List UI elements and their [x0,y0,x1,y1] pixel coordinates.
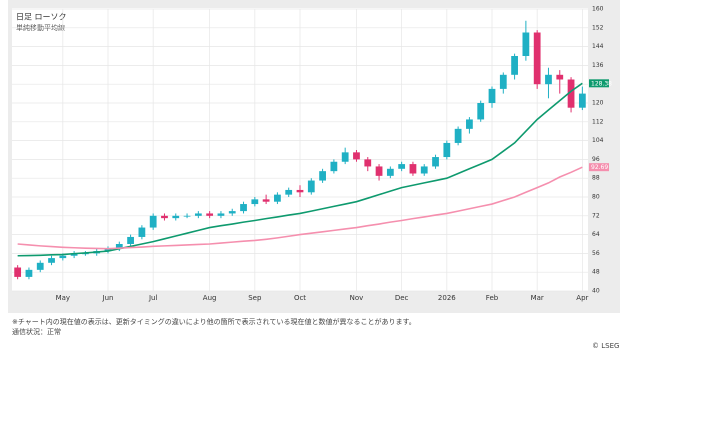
candle-body [59,255,67,259]
candle-body [115,244,123,249]
x-tick-label: 2026 [438,294,456,302]
candle-body [82,253,89,255]
y-tick-label: 96 [592,156,600,163]
candle-body [353,152,360,160]
candle-body [330,161,338,172]
x-tick-label: Nov [350,294,364,302]
candle-body [466,119,473,129]
candle-body [262,199,270,202]
candle-body [409,164,417,174]
chart-title: 日足 ローソク [16,13,67,22]
candle-body [228,211,236,214]
y-tick-label: 88 [592,175,600,182]
candle-body [443,142,451,158]
candle-body [420,166,428,174]
candle-body [386,168,394,176]
y-tick-label: 40 [592,288,600,295]
candle-body [545,74,552,85]
moving-average-line [17,82,583,257]
candle-body [149,215,157,228]
footnote: ※チャート内の現在値の表示は、更新タイミングの違いにより他の箇所で表示されている… [12,318,416,326]
candle-body [319,171,326,181]
y-tick-label: 136 [592,62,604,69]
candle-body [127,236,134,244]
candle-body [341,152,349,162]
candle-body [285,189,293,195]
candle-body [522,32,530,56]
candle-body [240,204,247,212]
candle-body [36,262,44,270]
y-tick-label: 80 [592,194,600,201]
candle-body [206,213,214,216]
candle-body [194,213,202,216]
candle-body [307,180,315,193]
candle-body [296,189,304,193]
candle-body [70,253,78,256]
y-tick-label: 48 [592,269,600,276]
candle-body [499,74,507,89]
candle-body [138,227,146,237]
y-tick-label: 64 [592,231,600,238]
x-tick-label: Apr [576,294,588,302]
last-value-tag [589,163,609,172]
candle-body [511,56,518,75]
x-tick-label: Oct [294,294,306,302]
candle-body [217,213,225,216]
y-tick-label: 120 [592,100,604,107]
candle-body [578,93,586,108]
candle-body [14,267,22,277]
candle-body [364,159,372,167]
candle-body [533,32,541,85]
x-tick-label: Jul [148,294,158,302]
y-tick-label: 144 [592,43,604,50]
x-tick-label: Sep [248,294,262,302]
moving-average-line [17,166,583,250]
candle-body [454,128,462,143]
candle-body [104,248,112,252]
x-tick-label: Jun [102,294,114,302]
last-value-tag [589,79,609,88]
candle-body [251,199,259,205]
y-tick-label: 160 [592,6,604,13]
candle-body [567,79,575,108]
candle-body [25,269,33,277]
candle-body [172,215,180,219]
candle-body [274,194,281,202]
y-tick-label: 112 [592,118,604,125]
last-value-label: 92.69 [591,164,608,171]
candle-body [48,258,55,263]
candle-body [183,215,191,217]
y-tick-label: 72 [592,212,600,219]
credit: © LSEG [592,342,620,350]
x-tick-label: Feb [486,294,499,302]
x-tick-label: Mar [531,294,544,302]
status: 通信状況：正常 [12,328,61,336]
candle-body [488,88,496,103]
candle-body [556,74,564,80]
candle-body [375,166,383,176]
y-tick-label: 104 [592,137,604,144]
candle-body [432,157,439,167]
x-tick-label: May [56,294,70,302]
y-tick-label: 152 [592,24,604,31]
x-tick-label: Dec [395,294,409,302]
x-tick-label: Aug [203,294,217,302]
chart: 日足 ローソク 単純移動平均線 May Jun Jul Aug Sep Oct Nov Dec… [8,0,620,313]
y-tick-label: 56 [592,250,600,257]
candle-body [477,103,485,120]
last-value-label: 128.38 [591,80,612,87]
candle-body [398,164,406,169]
candle-body [161,215,168,219]
